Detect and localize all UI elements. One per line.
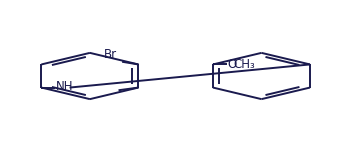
Text: NH: NH: [56, 80, 74, 93]
Text: CH₃: CH₃: [234, 58, 255, 71]
Text: O: O: [228, 58, 237, 71]
Text: Br: Br: [104, 48, 118, 61]
